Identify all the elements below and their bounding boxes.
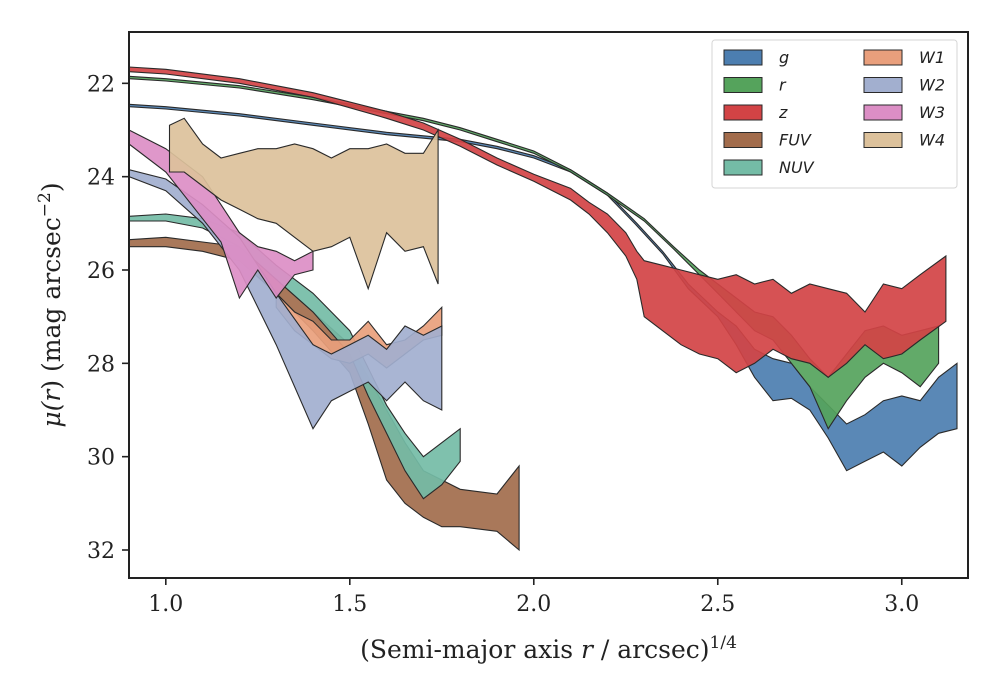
x-tick-label: 1.5: [332, 592, 367, 617]
legend-label: FUV: [779, 131, 812, 150]
areas-layer: [129, 66, 958, 552]
legend-item: W2: [863, 76, 945, 95]
legend: grz FUV NUV W1 W2 W3 W4: [711, 39, 958, 189]
legend-swatch: [723, 159, 763, 176]
x-axis: 1.0 1.5 2.0 2.5 3.0: [148, 578, 919, 617]
legend-item: g: [723, 48, 789, 67]
legend-item: z: [723, 103, 788, 122]
legend-swatch: [723, 77, 763, 93]
legend-item: W4: [863, 131, 945, 150]
legend-label: z: [778, 103, 788, 122]
legend-label: W3: [919, 103, 945, 122]
x-axis-title-main: (Semi-major axis: [360, 635, 581, 664]
legend-swatch: [863, 49, 903, 66]
x-tick-label: 3.0: [884, 592, 919, 617]
x-axis-title-rest: / arcsec): [593, 635, 710, 664]
y-tick-label: 30: [87, 446, 115, 471]
legend-swatch: [723, 132, 763, 148]
y-axis-title: μ(r) (mag arcsec−2): [35, 182, 66, 427]
y-axis-title-close: ): [37, 182, 66, 192]
band-z: [129, 66, 947, 378]
legend-item: r: [723, 76, 787, 95]
x-axis-title-var: r: [581, 635, 595, 664]
legend-swatch: [723, 49, 763, 66]
y-axis-title-rest: ) (mag arcsec: [37, 217, 66, 390]
x-axis-title-sup: 1/4: [710, 633, 737, 653]
legend-item: FUV: [723, 131, 812, 150]
legend-label: W4: [919, 131, 945, 150]
legend-label: W2: [919, 76, 945, 95]
legend-label: W1: [919, 48, 945, 67]
legend-swatch: [863, 104, 903, 121]
legend-label: NUV: [779, 158, 815, 177]
legend-item: NUV: [723, 158, 815, 177]
x-tick-label: 2.0: [516, 592, 551, 617]
y-tick-label: 22: [87, 72, 115, 97]
legend-item: W1: [863, 48, 945, 67]
band-r: [129, 75, 940, 430]
y-tick-label: 24: [87, 166, 115, 191]
legend-label: g: [779, 48, 789, 67]
plot-frame: [128, 31, 969, 579]
legend-swatch: [863, 132, 903, 148]
x-axis-title: (Semi-major axis r / arcsec)1/4: [360, 633, 737, 664]
y-tick-label: 28: [87, 352, 115, 377]
y-tick-label: 32: [87, 539, 115, 564]
y-tick-label: 26: [87, 259, 115, 284]
x-tick-label: 2.5: [700, 592, 735, 617]
x-tick-label: 1.0: [148, 592, 183, 617]
legend-item: W3: [863, 103, 945, 122]
y-axis-title-main: μ(: [37, 400, 66, 427]
y-axis: 22 24 26 28 30 32: [87, 72, 129, 564]
y-axis-title-var: r: [37, 388, 66, 402]
legend-swatch: [723, 104, 763, 121]
legend-swatch: [863, 77, 903, 93]
band-W2: [129, 169, 443, 430]
legend-label: r: [779, 76, 787, 95]
band-W4: [168, 117, 439, 291]
y-axis-title-sup: −2: [35, 192, 55, 217]
